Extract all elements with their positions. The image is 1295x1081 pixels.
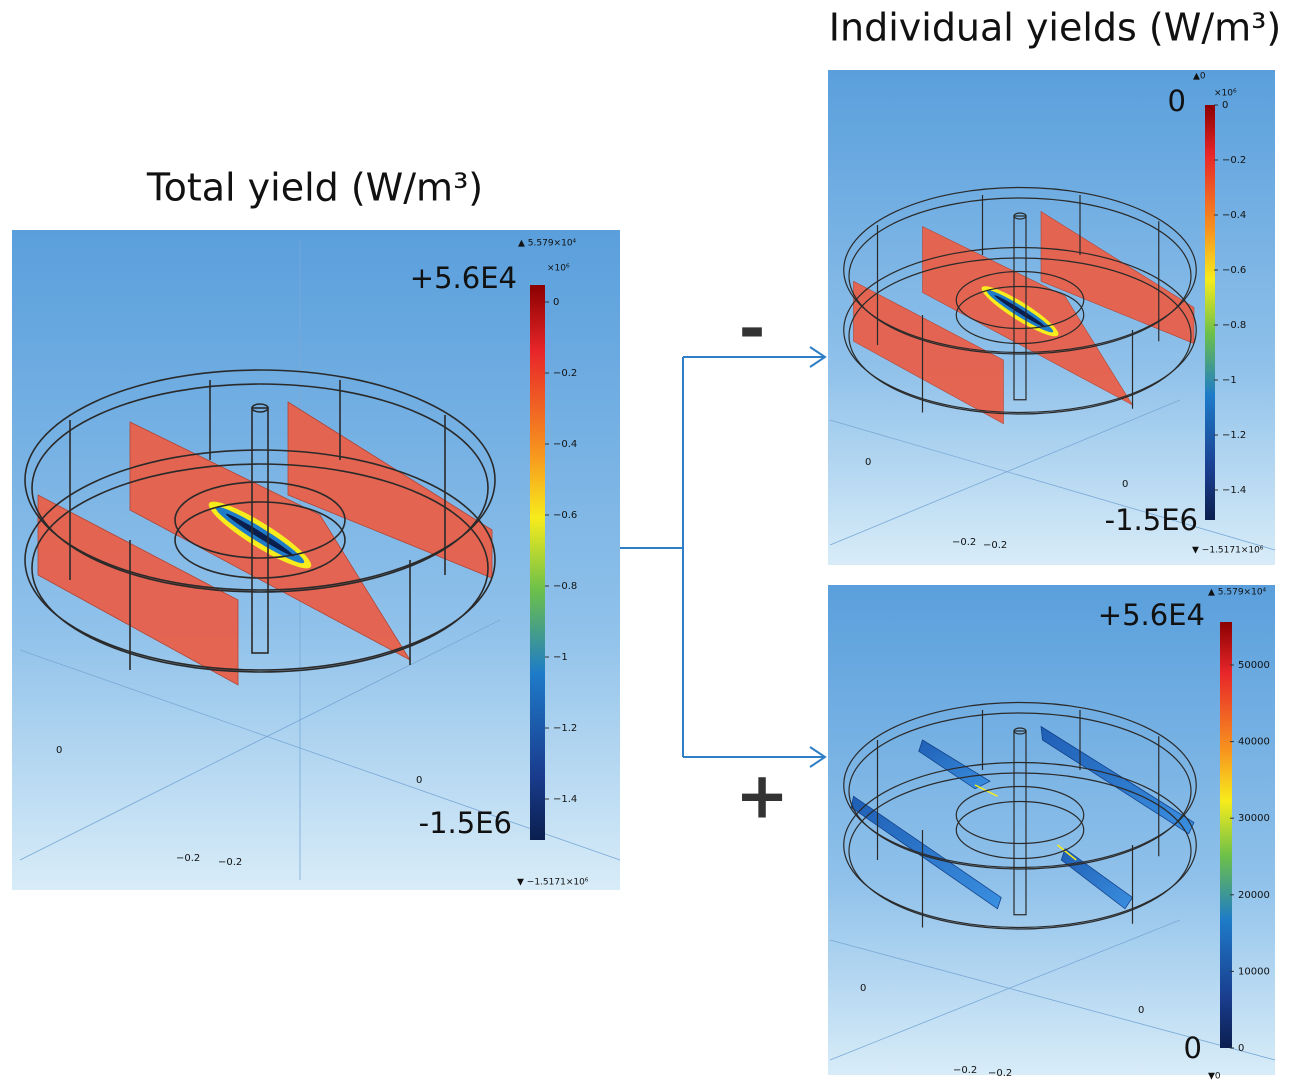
colorbar-tick-label: −1 xyxy=(553,652,568,663)
min-text: -1.5E6 xyxy=(1105,503,1198,537)
colorbar-tick-label: 0 xyxy=(553,297,559,308)
min-label: ▼ −1.5171×10⁶ xyxy=(1192,546,1264,556)
max-text: +5.6E4 xyxy=(1098,598,1205,632)
colorbar-tick-label: −1 xyxy=(1222,375,1237,386)
colorbar-tick-label: 40000 xyxy=(1238,737,1270,748)
min-label: ▼0 xyxy=(1208,1072,1221,1081)
colorbar-tick-label: 10000 xyxy=(1238,966,1270,977)
axis-label: 0 xyxy=(416,775,422,786)
min-label: ▼ −1.5171×10⁶ xyxy=(517,878,589,888)
axis-label: −0.2 xyxy=(988,1068,1012,1079)
axis-label: 0 xyxy=(860,983,866,994)
max-text: +5.6E4 xyxy=(410,261,517,295)
colorbar-tick-label: 0 xyxy=(1222,100,1228,111)
connector xyxy=(620,347,825,767)
axis-label: −0.2 xyxy=(952,537,976,548)
colorbar-tick-label: −0.2 xyxy=(1222,155,1246,166)
max-text: 0 xyxy=(1168,84,1186,118)
colorbar-tick-label: −1.2 xyxy=(553,723,577,734)
axis-label: −0.2 xyxy=(218,857,242,868)
colorbar-tick-label: −1.4 xyxy=(1222,485,1246,496)
min-text: 0 xyxy=(1184,1031,1202,1065)
colorbar-tick-label: 50000 xyxy=(1238,660,1270,671)
colorbar xyxy=(530,285,545,840)
axis-label: 0 xyxy=(865,457,871,468)
colorbar-tick-label: −0.6 xyxy=(1222,265,1246,276)
colorbar-tick-label: −0.4 xyxy=(1222,210,1246,221)
min-text: -1.5E6 xyxy=(419,806,512,840)
colorbar-tick-label: −1.2 xyxy=(1222,430,1246,441)
axis-label: 0 xyxy=(1122,479,1128,490)
colorbar-tick-label: −1.4 xyxy=(553,794,577,805)
colorbar xyxy=(1220,622,1232,1048)
colorbar-tick-label: 30000 xyxy=(1238,813,1270,824)
negative-sign: - xyxy=(739,293,766,367)
title: Individual yields (W/m³) xyxy=(829,6,1281,50)
colorbar-tick-label: −0.4 xyxy=(553,439,577,450)
colorbar-tick-label: −0.8 xyxy=(1222,320,1246,331)
scale-label: ×10⁶ xyxy=(1214,89,1237,99)
colorbar-tick-label: 0 xyxy=(1238,1043,1244,1054)
max-label: ▲ 5.579×10⁴ xyxy=(1208,588,1267,598)
colorbar xyxy=(1205,105,1215,520)
max-label: ▲ 5.579×10⁴ xyxy=(518,239,577,249)
figure: Total yield (W/m³) ▲ 5.579×10⁴ +5.6E4 ×1… xyxy=(0,0,1295,1081)
axis-label: −0.2 xyxy=(983,540,1007,551)
axis-label: −0.2 xyxy=(953,1065,977,1076)
scale-label: ×10⁶ xyxy=(547,264,570,274)
colorbar-tick-label: −0.6 xyxy=(553,510,577,521)
colorbar-tick-label: 20000 xyxy=(1238,890,1270,901)
max-label: ▲0 xyxy=(1193,72,1206,82)
axis-label: 0 xyxy=(1138,1005,1144,1016)
colorbar-tick-label: −0.2 xyxy=(553,368,577,379)
title: Total yield (W/m³) xyxy=(146,166,483,210)
colorbar-tick-label: −0.8 xyxy=(553,581,577,592)
axis-label: −0.2 xyxy=(176,853,200,864)
positive-sign: + xyxy=(735,760,789,834)
axis-label: 0 xyxy=(56,745,62,756)
